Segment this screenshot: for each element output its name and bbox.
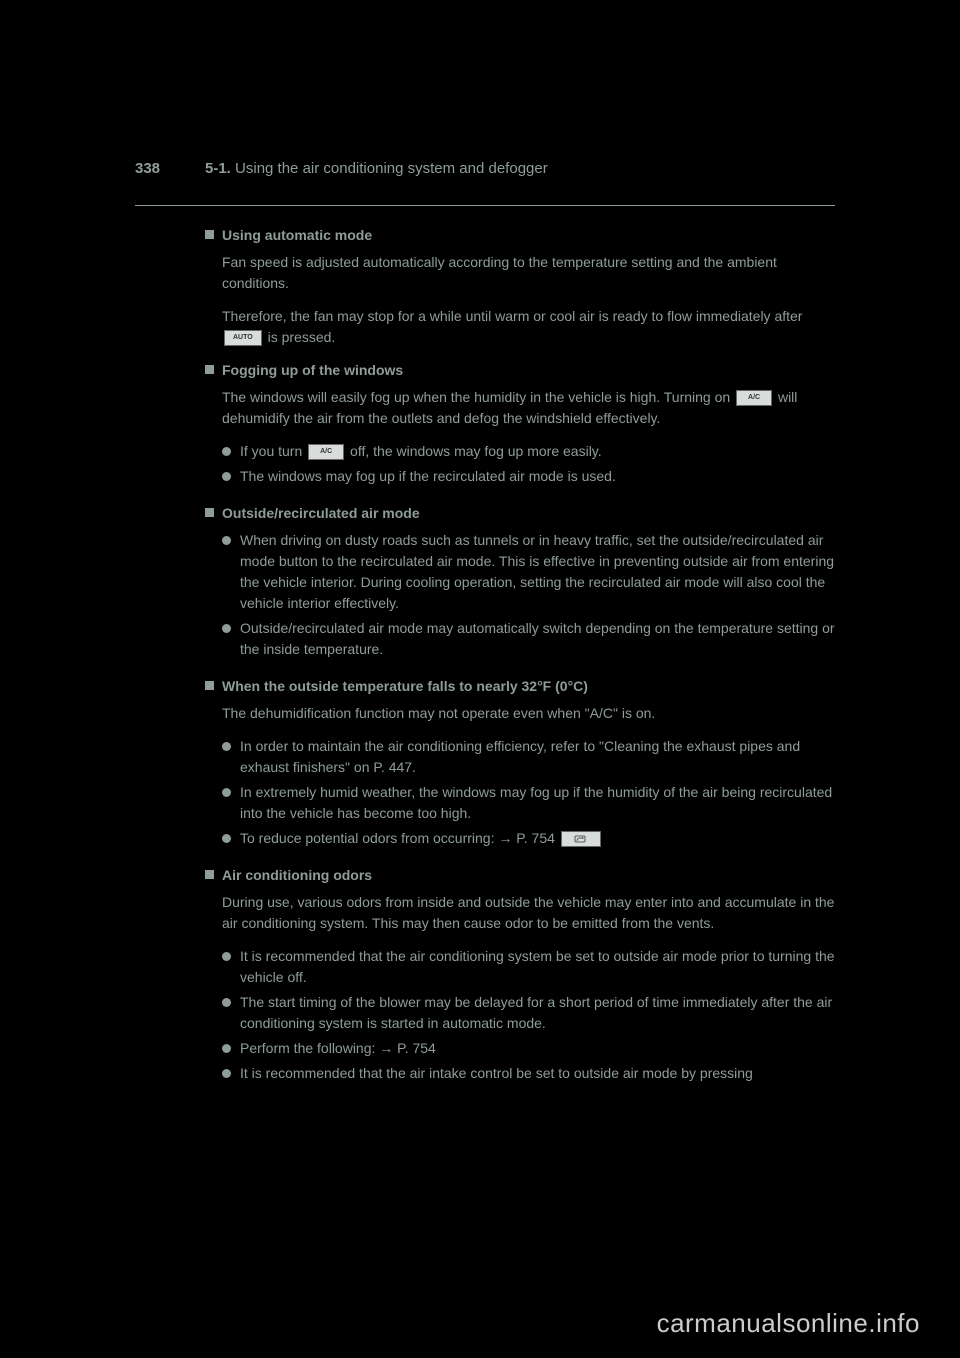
fogging-b1-pre: If you turn (240, 443, 306, 459)
circle-bullet-icon (222, 624, 231, 633)
recirculate-button (561, 831, 601, 847)
odors-body: During use, various odors from inside an… (222, 892, 835, 934)
page-header: 5-1. Using the air conditioning system a… (205, 158, 548, 181)
circle-bullet-icon (222, 952, 231, 961)
circle-bullet-icon (222, 742, 231, 751)
cool-body: The dehumidification function may not op… (222, 703, 835, 724)
circle-bullet-icon (222, 536, 231, 545)
circle-bullet-icon (222, 472, 231, 481)
cool-b2: In extremely humid weather, the windows … (240, 782, 835, 824)
watermark: carmanualsonline.info (657, 1304, 920, 1343)
ac-button: A/C (736, 390, 772, 406)
odors-b1: It is recommended that the air condition… (240, 946, 835, 988)
circle-bullet-icon (222, 998, 231, 1007)
ac-button: A/C (308, 444, 344, 460)
odors-b4: It is recommended that the air intake co… (240, 1063, 835, 1084)
fogging-b1-post: off, the windows may fog up more easily. (346, 443, 602, 459)
section-title-fogging: Fogging up of the windows (222, 360, 403, 381)
circle-bullet-icon (222, 788, 231, 797)
automatic-body-2-post: is pressed. (264, 329, 336, 345)
chapter-number: 5-1. (205, 160, 231, 177)
section-title-cool: When the outside temperature falls to ne… (222, 676, 588, 697)
square-bullet-icon (205, 870, 214, 879)
cool-b3: To reduce potential odors from occurring… (240, 830, 555, 846)
square-bullet-icon (205, 508, 214, 517)
header-divider (135, 205, 835, 206)
fogging-b2: The windows may fog up if the recirculat… (240, 466, 835, 487)
automatic-body-2-pre: Therefore, the fan may stop for a while … (222, 308, 802, 324)
circle-bullet-icon (222, 1044, 231, 1053)
square-bullet-icon (205, 365, 214, 374)
outside-b2: Outside/recirculated air mode may automa… (240, 618, 835, 660)
section-title-automatic: Using automatic mode (222, 225, 372, 246)
page-content: Using automatic mode Fan speed is adjust… (135, 225, 835, 1094)
cool-b1: In order to maintain the air conditionin… (240, 736, 835, 778)
circle-bullet-icon (222, 447, 231, 456)
page-number: 338 (135, 158, 160, 181)
section-title-odors: Air conditioning odors (222, 865, 372, 886)
automatic-body-1: Fan speed is adjusted automatically acco… (222, 252, 835, 294)
fogging-body-pre: The windows will easily fog up when the … (222, 389, 734, 405)
circle-bullet-icon (222, 834, 231, 843)
odors-b3: Perform the following: → P. 754 (240, 1038, 835, 1059)
odors-b2: The start timing of the blower may be de… (240, 992, 835, 1034)
chapter-title: Using the air conditioning system and de… (235, 160, 548, 177)
section-title-outside: Outside/recirculated air mode (222, 503, 420, 524)
outside-b1: When driving on dusty roads such as tunn… (240, 530, 835, 614)
square-bullet-icon (205, 681, 214, 690)
auto-button: AUTO (224, 330, 262, 346)
circle-bullet-icon (222, 1069, 231, 1078)
square-bullet-icon (205, 230, 214, 239)
